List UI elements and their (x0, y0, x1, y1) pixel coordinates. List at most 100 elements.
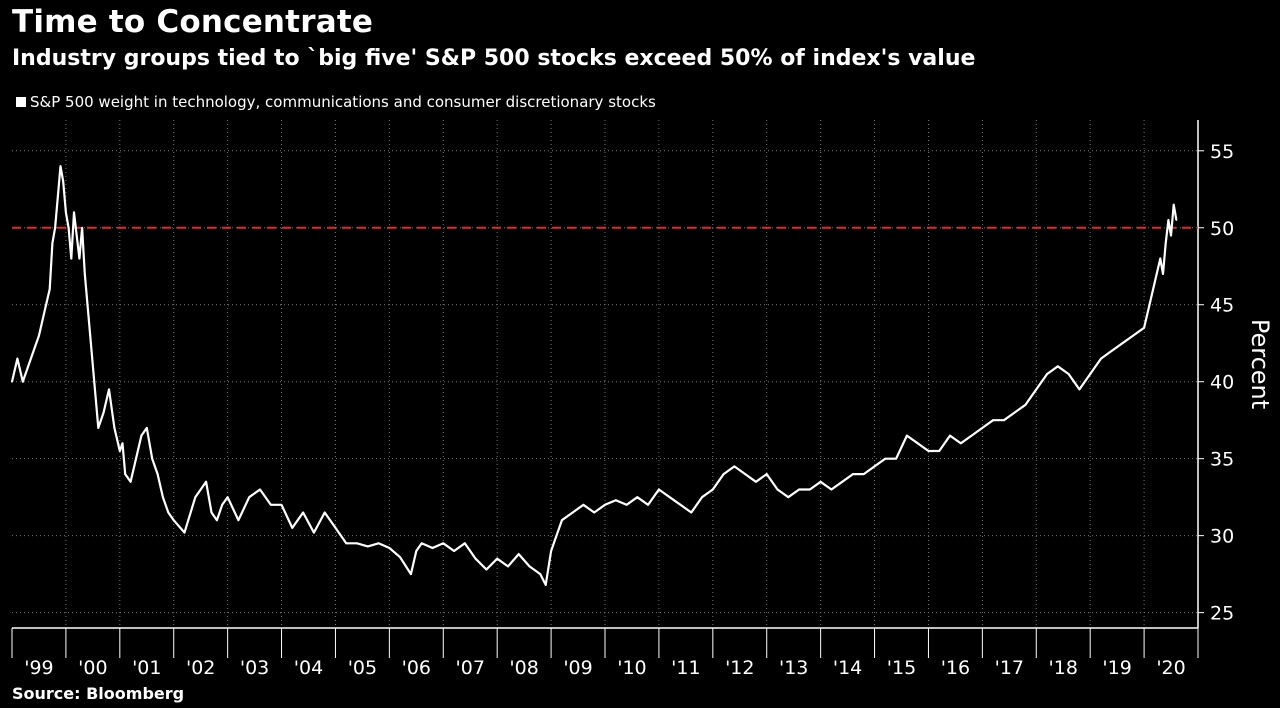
data-point (453, 550, 455, 552)
source-note: Source: Bloomberg (12, 684, 185, 703)
data-point (1035, 388, 1038, 391)
x-tick-label: '13 (779, 657, 808, 679)
data-point (334, 527, 337, 529)
data-point (1046, 373, 1048, 375)
data-point (65, 211, 67, 214)
data-point (94, 396, 97, 398)
data-point (927, 450, 930, 452)
data-point (1121, 342, 1124, 345)
data-point (755, 480, 757, 483)
data-point (442, 542, 445, 545)
data-point (517, 553, 520, 556)
data-point (121, 442, 124, 445)
data-point (895, 457, 898, 460)
data-point (43, 311, 46, 314)
data-point (215, 519, 218, 522)
data-point (852, 473, 854, 475)
data-point (582, 503, 585, 506)
x-tick-label: '00 (78, 657, 107, 679)
data-point (410, 573, 412, 576)
x-tick-label: '06 (402, 657, 431, 679)
data-point (27, 365, 30, 368)
data-point (841, 480, 844, 483)
data-point (151, 457, 154, 460)
x-tick-label: '11 (671, 657, 700, 679)
chart-title: Time to Concentrate (12, 4, 374, 40)
y-tick-label: 30 (1210, 526, 1234, 548)
data-point (259, 488, 261, 491)
data-point (1110, 350, 1113, 352)
data-point (102, 411, 105, 414)
data-point (140, 434, 143, 437)
data-point (156, 473, 159, 475)
y-tick-label: 55 (1210, 141, 1234, 163)
data-point (124, 473, 127, 475)
data-point (83, 273, 86, 275)
data-point (431, 547, 434, 549)
data-point (1164, 242, 1167, 245)
data-point (78, 257, 81, 260)
data-point (172, 519, 175, 522)
data-point (129, 480, 132, 483)
data-point (291, 527, 294, 529)
data-point (544, 583, 547, 586)
data-point (312, 531, 315, 534)
data-point (733, 465, 736, 468)
data-point (496, 557, 499, 560)
data-point (1078, 388, 1081, 391)
data-point (1153, 280, 1156, 283)
x-tick-label: '20 (1156, 657, 1185, 679)
data-point (280, 503, 283, 506)
data-point (48, 288, 51, 291)
x-tick-label: '15 (887, 657, 916, 679)
data-point (1162, 273, 1164, 275)
chart-legend: S&P 500 weight in technology, communicat… (16, 93, 656, 111)
data-point (1167, 219, 1170, 221)
x-tick-label: '09 (563, 657, 592, 679)
data-point (862, 473, 865, 475)
data-point (647, 503, 650, 506)
x-tick-label: '17 (995, 657, 1024, 679)
x-tick-label: '02 (186, 657, 215, 679)
data-point (1100, 357, 1102, 360)
data-point (377, 542, 380, 545)
label-layer: 25 30 35 40 45 50 55 '99 '00 '01 '02 '03 '04 '05 '06 '0… (24, 141, 1274, 679)
x-tick-label: '16 (941, 657, 970, 679)
data-point (1056, 365, 1059, 368)
x-tick-label: '07 (456, 657, 485, 679)
data-point (420, 542, 423, 545)
data-point (113, 426, 116, 429)
data-point (636, 496, 639, 499)
data-point (226, 496, 229, 499)
data-point (73, 211, 75, 214)
x-tick-label: '08 (509, 657, 538, 679)
data-point (658, 488, 660, 491)
series-line (10, 165, 1178, 587)
data-point (690, 511, 693, 514)
data-point (237, 519, 240, 522)
data-point (89, 334, 92, 337)
y-tick-label: 45 (1210, 295, 1234, 317)
data-point (614, 499, 617, 502)
data-point (323, 511, 326, 514)
x-tick-label: '01 (132, 657, 161, 679)
data-point (571, 511, 574, 514)
data-point (221, 503, 224, 506)
data-point (81, 226, 83, 229)
data-point (905, 434, 908, 437)
data-point (830, 488, 833, 491)
x-tick-label: '05 (348, 657, 377, 679)
data-point (167, 511, 170, 514)
data-point (162, 496, 164, 499)
data-point (550, 550, 552, 552)
data-point (356, 542, 358, 545)
data-point (970, 434, 973, 437)
x-tick-label: '10 (617, 657, 646, 679)
legend-swatch (16, 97, 26, 107)
chart-subtitle: Industry groups tied to `big five' S&P 5… (12, 46, 976, 71)
data-point (54, 226, 57, 229)
data-point (1170, 234, 1172, 237)
data-point (183, 531, 186, 534)
x-tick-label: '19 (1102, 657, 1131, 679)
